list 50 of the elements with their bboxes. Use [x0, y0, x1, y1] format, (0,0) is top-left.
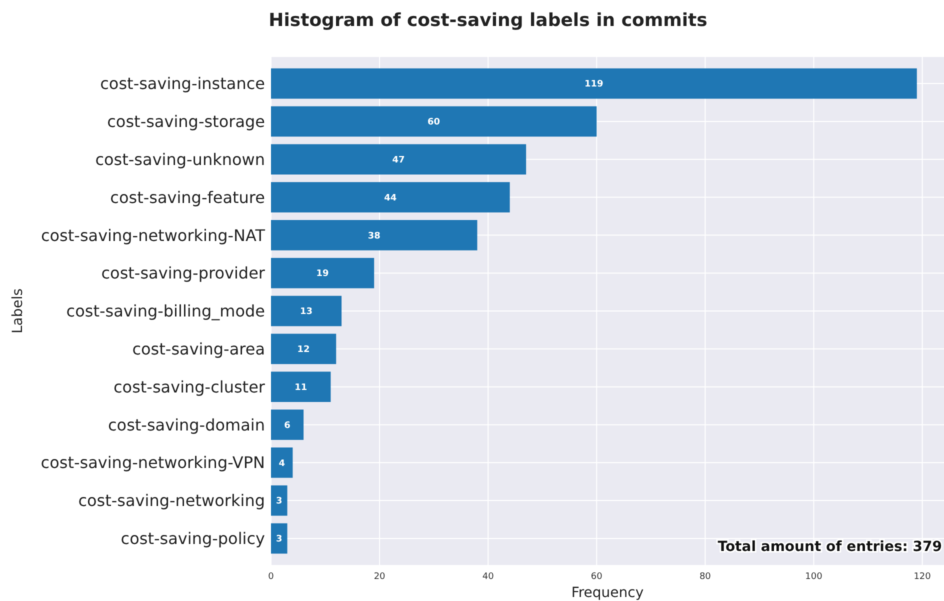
- y-tick-label: cost-saving-cluster: [113, 377, 266, 396]
- data-label: 12: [297, 345, 310, 356]
- y-axis-title: Labels: [10, 288, 26, 334]
- x-tick-label: 0: [268, 572, 274, 582]
- bar: [271, 523, 288, 554]
- bar: [271, 334, 336, 364]
- x-tick-label: 40: [482, 572, 494, 582]
- bar: [271, 182, 510, 212]
- y-tick-label: cost-saving-provider: [101, 264, 266, 283]
- y-tick-label: cost-saving-storage: [107, 112, 265, 132]
- y-tick-label: cost-saving-domain: [108, 415, 265, 434]
- y-tick-label: cost-saving-networking: [78, 491, 265, 510]
- data-label: 6: [284, 420, 290, 431]
- bar: [271, 106, 597, 137]
- annotation: Total amount of entries: 379: [718, 539, 942, 555]
- data-label: 44: [384, 193, 397, 204]
- data-label: 13: [300, 307, 313, 318]
- bar: [271, 485, 288, 516]
- data-label: 38: [368, 231, 380, 242]
- data-label: 3: [276, 534, 282, 545]
- data-label: 19: [316, 269, 329, 280]
- y-tick-label: cost-saving-networking-NAT: [40, 226, 266, 245]
- y-tick-label: cost-saving-area: [132, 340, 265, 359]
- bar: [271, 68, 917, 99]
- data-label: 60: [428, 118, 440, 128]
- data-label: 11: [294, 382, 308, 393]
- y-tick-label: cost-saving-unknown: [95, 150, 265, 169]
- bar: [271, 258, 374, 288]
- chart-title: Histogram of cost-saving labels in commits: [268, 10, 708, 31]
- x-tick-label: 100: [805, 572, 823, 582]
- x-tick-label: 60: [590, 572, 603, 582]
- x-axis-title: Frequency: [571, 585, 644, 601]
- bar: [271, 220, 478, 250]
- y-tick-label: cost-saving-instance: [100, 74, 265, 94]
- x-tick-label: 20: [374, 572, 386, 582]
- data-label: 119: [584, 80, 604, 90]
- data-label: 4: [278, 458, 285, 469]
- y-tick-label: cost-saving-billing_mode: [66, 302, 265, 321]
- bar: [271, 447, 293, 478]
- data-label: 3: [276, 496, 282, 507]
- data-label: 47: [392, 156, 405, 166]
- y-tick-label: cost-saving-feature: [110, 188, 265, 207]
- bar: [271, 296, 342, 326]
- x-tick-label: 80: [699, 572, 712, 582]
- x-tick-label: 120: [914, 572, 932, 582]
- bar: [271, 144, 526, 175]
- y-tick-label: cost-saving-networking-VPN: [40, 453, 265, 472]
- bar: [271, 372, 331, 402]
- y-tick-label: cost-saving-policy: [120, 529, 265, 548]
- bar: [271, 410, 304, 440]
